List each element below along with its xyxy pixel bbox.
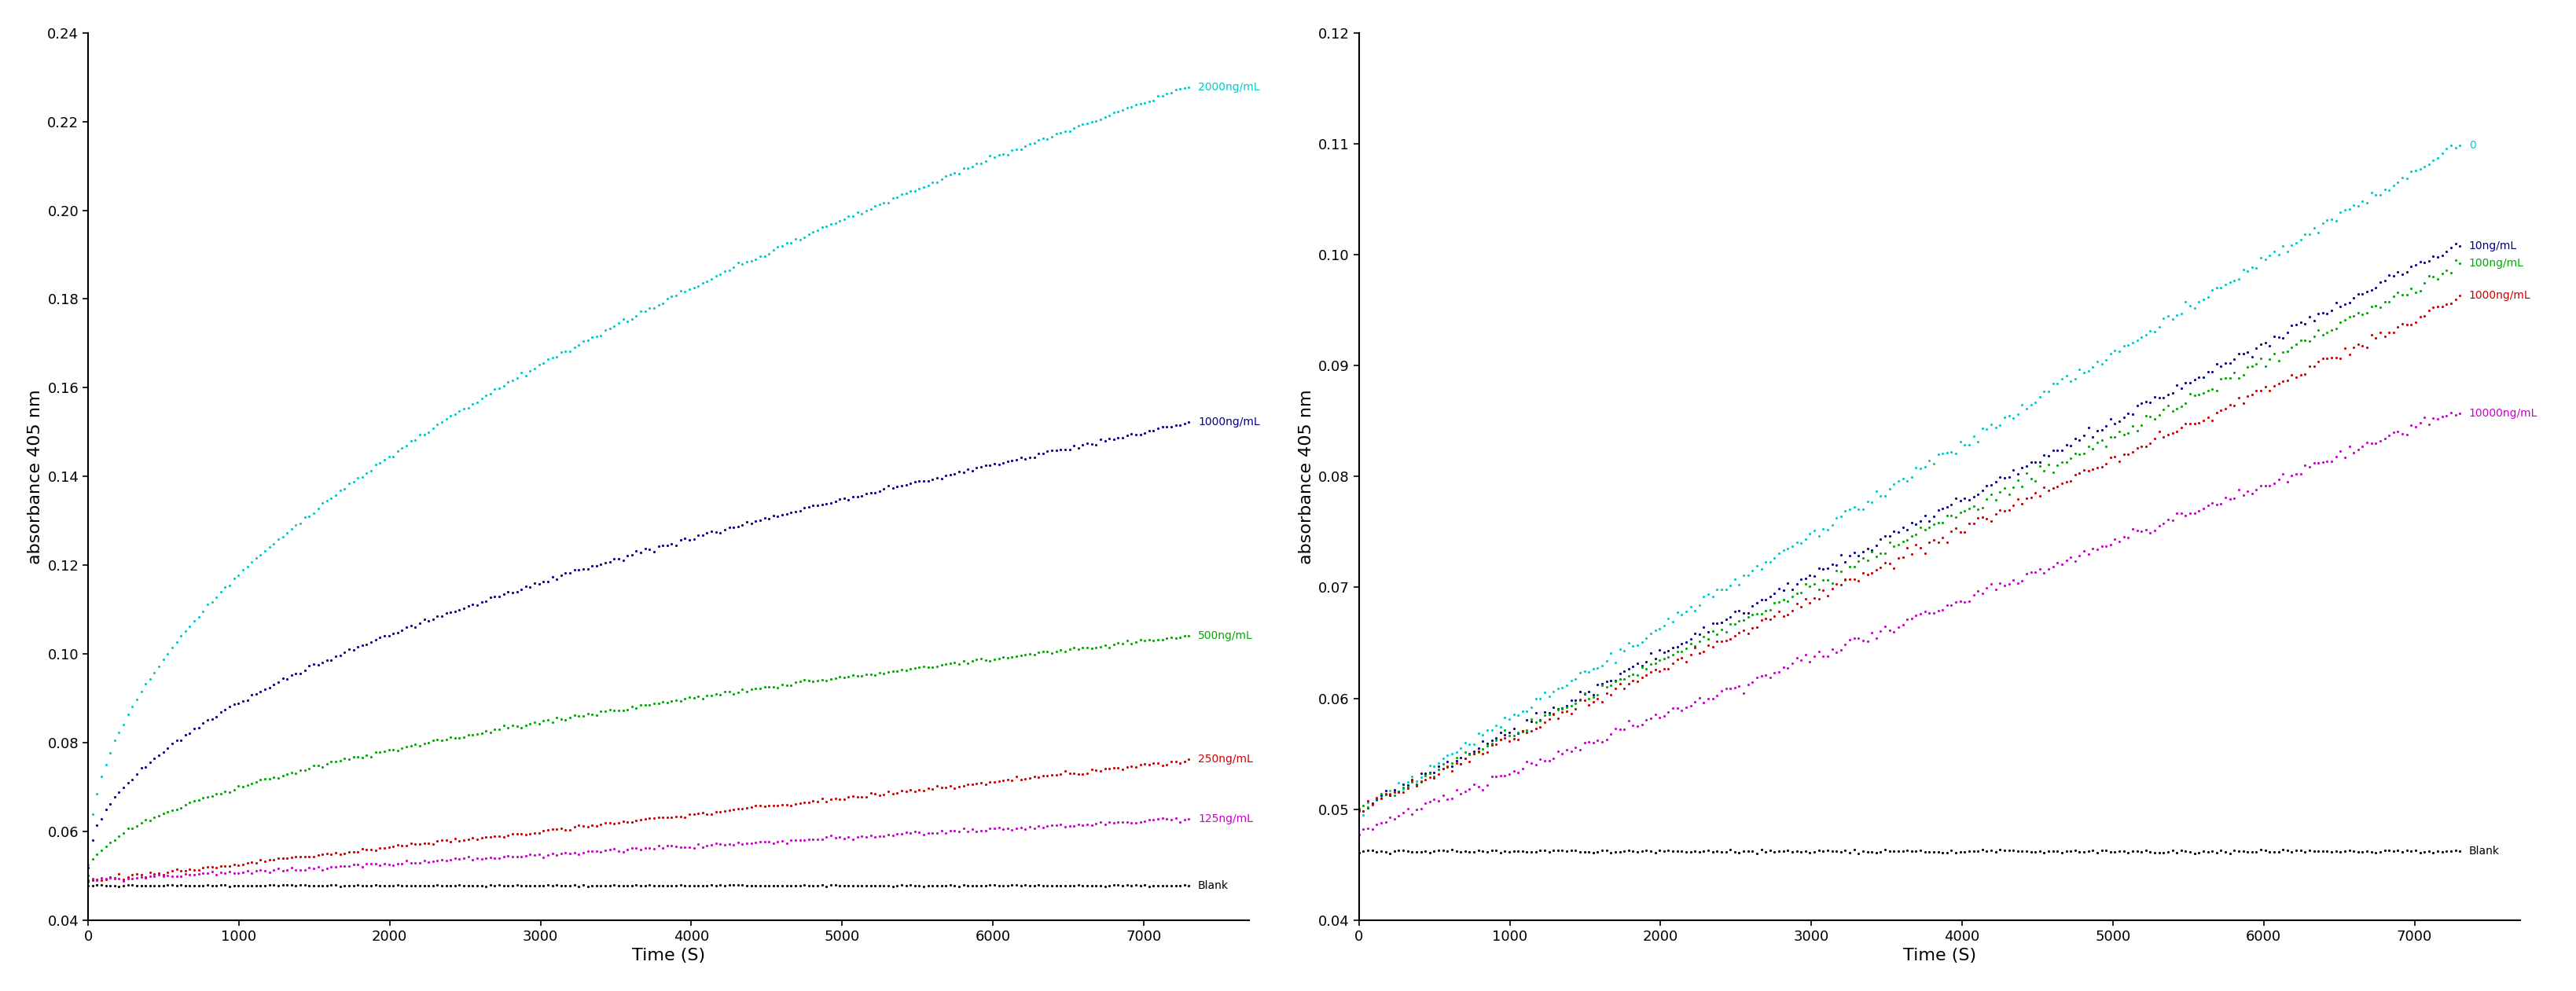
Text: 125ng/mL: 125ng/mL bbox=[1198, 814, 1252, 825]
Text: Blank: Blank bbox=[1198, 880, 1229, 891]
Text: 500ng/mL: 500ng/mL bbox=[1198, 630, 1252, 641]
Text: Blank: Blank bbox=[2468, 846, 2499, 857]
Text: 2000ng/mL: 2000ng/mL bbox=[1198, 81, 1260, 93]
Text: 100ng/mL: 100ng/mL bbox=[2468, 258, 2524, 269]
Text: 10000ng/mL: 10000ng/mL bbox=[2468, 407, 2537, 418]
X-axis label: Time (S): Time (S) bbox=[1904, 948, 1976, 963]
Y-axis label: absorbance 405 nm: absorbance 405 nm bbox=[1298, 389, 1314, 564]
X-axis label: Time (S): Time (S) bbox=[631, 948, 706, 963]
Text: 250ng/mL: 250ng/mL bbox=[1198, 754, 1252, 765]
Text: 1000ng/mL: 1000ng/mL bbox=[2468, 290, 2530, 301]
Text: 10ng/mL: 10ng/mL bbox=[2468, 241, 2517, 252]
Text: 0: 0 bbox=[2468, 140, 2476, 151]
Y-axis label: absorbance 405 nm: absorbance 405 nm bbox=[28, 389, 44, 564]
Text: 1000ng/mL: 1000ng/mL bbox=[1198, 416, 1260, 427]
